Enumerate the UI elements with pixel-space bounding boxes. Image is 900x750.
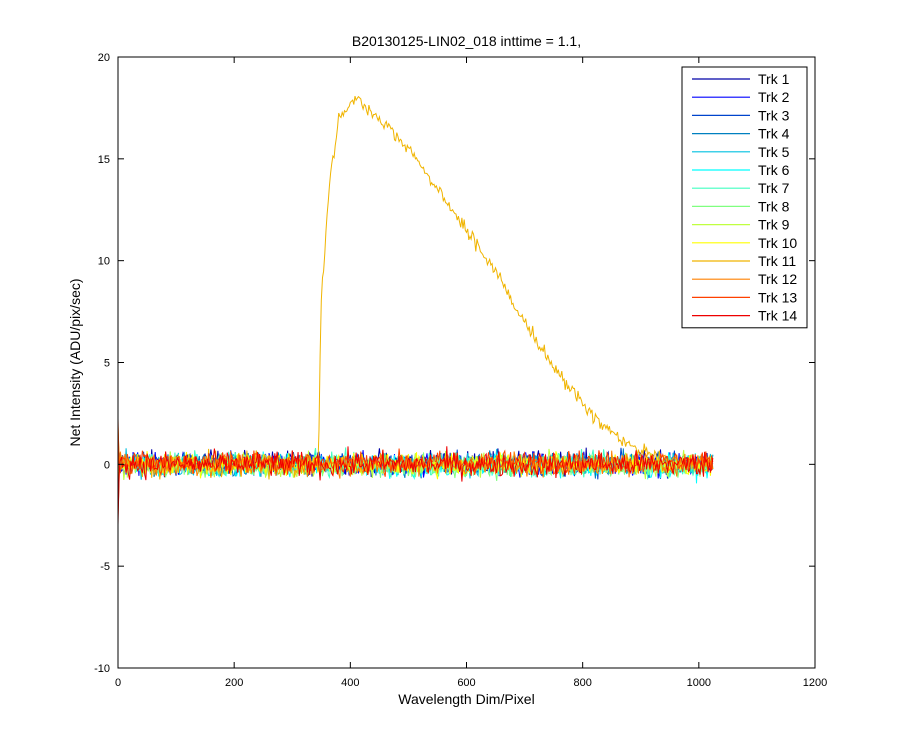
- y-tick-label: 0: [104, 459, 110, 471]
- legend-entry: Trk 7: [758, 180, 790, 196]
- legend-entry: Trk 1: [758, 71, 790, 87]
- legend-entry: Trk 2: [758, 89, 790, 105]
- y-tick-label: -10: [94, 663, 110, 675]
- legend-entry: Trk 14: [758, 308, 797, 324]
- x-tick-label: 400: [341, 677, 359, 689]
- x-tick-label: 200: [225, 677, 243, 689]
- x-tick-label: 600: [457, 677, 475, 689]
- series-layer: [117, 95, 714, 525]
- y-axis-label: Net Intensity (ADU/pix/sec): [67, 278, 83, 446]
- series-line-14: [117, 446, 714, 525]
- legend-entry: Trk 10: [758, 235, 797, 251]
- legend-entry: Trk 11: [758, 253, 796, 269]
- legend-entry: Trk 9: [758, 217, 790, 233]
- x-tick-label: 0: [115, 677, 121, 689]
- legend-entry: Trk 3: [758, 107, 790, 123]
- axes-layer: 0 200 400 600 800 1000 1200 -10 -5 0 5 10 15 20: [94, 52, 827, 689]
- y-tick-label: 15: [98, 154, 110, 166]
- legend-entry: Trk 6: [758, 162, 790, 178]
- y-tick-label: 20: [98, 52, 110, 64]
- legend-entry: Trk 5: [758, 144, 790, 160]
- chart-title: B20130125-LIN02_018 inttime = 1.1,: [352, 33, 581, 49]
- legend-entry: Trk 13: [758, 289, 797, 305]
- y-tick-label: 5: [104, 358, 110, 370]
- legend-entry: Trk 4: [758, 126, 790, 142]
- x-tick-label: 800: [573, 677, 591, 689]
- x-tick-label: 1200: [803, 677, 827, 689]
- legend-entry: Trk 12: [758, 271, 797, 287]
- x-axis-label: Wavelength Dim/Pixel: [398, 691, 534, 707]
- y-tick-label: 10: [98, 256, 110, 268]
- x-tick-label: 1000: [687, 677, 711, 689]
- legend-box: [681, 66, 808, 329]
- legend: Trk 1 Trk 2 Trk 3 Trk 4 Trk 5 Trk 6 Trk 7 Trk 8…: [681, 66, 808, 329]
- y-tick-label: -5: [100, 561, 110, 573]
- legend-entry: Trk 8: [758, 198, 790, 214]
